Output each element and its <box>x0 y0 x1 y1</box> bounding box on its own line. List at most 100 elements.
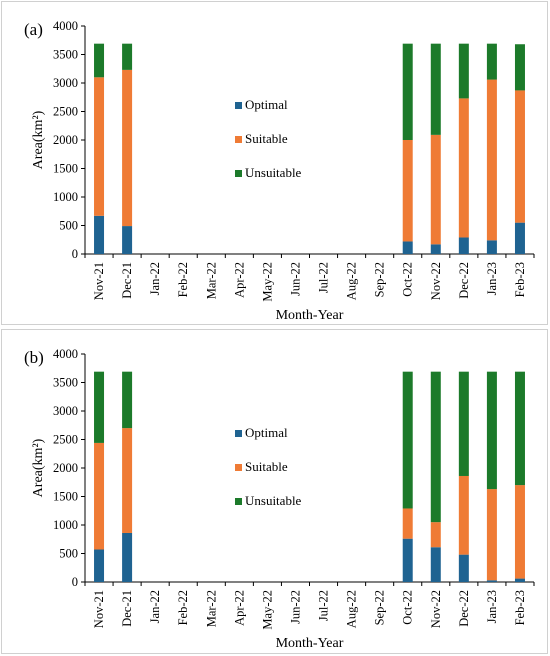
b-x-tick-label: Jan-23 <box>485 590 499 623</box>
a-bar-optimal <box>94 215 105 254</box>
b-bar-optimal <box>402 538 413 582</box>
chart-a: (a) 0 500 1000 1500 2000 2500 3000 3500 4000 Nov-2… <box>24 19 535 323</box>
b-x-tick-label: Nov-21 <box>92 590 106 628</box>
b-y-tick-label: 4000 <box>53 347 78 361</box>
a-bar-unsuitable <box>402 43 413 140</box>
b-x-tick-label: Mar-22 <box>204 590 218 627</box>
a-bar-unsuitable <box>486 43 497 80</box>
b-bar-unsuitable <box>486 371 497 490</box>
a-bar-suitable <box>94 77 105 216</box>
b-bar-unsuitable <box>122 371 133 429</box>
a-y-tick-label: 2500 <box>53 105 78 119</box>
b-x-tick-label: Dec-21 <box>120 590 134 627</box>
a-x-tick-label: Jan-23 <box>485 262 499 295</box>
a-bar-unsuitable <box>458 43 469 99</box>
b-x-tick-label: Apr-22 <box>232 590 246 626</box>
a-bar-optimal <box>402 241 413 254</box>
b-bar-unsuitable <box>514 371 525 486</box>
a-bar-unsuitable <box>122 43 133 70</box>
b-legend-label-unsuitable: Unsuitable <box>245 493 302 508</box>
a-bar-suitable <box>402 140 413 242</box>
a-x-tick-label: Dec-21 <box>120 262 134 299</box>
a-bar-suitable <box>514 90 525 223</box>
a-x-tick-label: Oct-22 <box>401 262 415 297</box>
a-x-tick-label: Sep-22 <box>373 262 387 297</box>
b-bar-suitable <box>94 442 105 550</box>
a-bar-optimal <box>514 222 525 254</box>
b-x-tick-label: Dec-22 <box>457 590 471 627</box>
b-x-tick-label: May-22 <box>260 590 274 630</box>
b-bar-unsuitable <box>430 371 441 523</box>
b-bar-optimal <box>94 549 105 582</box>
b-bar-suitable <box>458 475 469 555</box>
b-x-tick-label: Feb-23 <box>513 590 527 625</box>
b-bar-optimal <box>486 580 497 582</box>
b-bar-suitable <box>430 522 441 548</box>
a-bar-suitable <box>486 79 497 241</box>
a-y-tick-label: 1500 <box>53 162 78 176</box>
b-legend-label-suitable: Suitable <box>245 459 288 474</box>
a-bar-optimal <box>430 244 441 254</box>
a-bar-suitable <box>122 69 133 227</box>
a-bar-unsuitable <box>514 44 525 91</box>
b-y-tick-label: 3500 <box>53 376 78 390</box>
a-x-tick-label: Jul-22 <box>317 262 331 293</box>
a-y-tick-label: 2000 <box>53 133 78 147</box>
b-bar-unsuitable <box>458 371 469 476</box>
a-bar-optimal <box>122 226 133 254</box>
b-x-tick-label: Jan-22 <box>148 590 162 623</box>
b-x-tick-label: Sep-22 <box>373 590 387 625</box>
a-y-tick-label: 4000 <box>53 19 78 33</box>
b-x-axis-title: Month-Year <box>276 636 344 651</box>
a-x-tick-label: May-22 <box>260 262 274 302</box>
b-x-tick-label: Oct-22 <box>401 590 415 625</box>
b-bar-optimal <box>430 547 441 582</box>
b-bar-unsuitable <box>402 371 413 509</box>
a-x-tick-label: Feb-22 <box>176 262 190 297</box>
b-bar-suitable <box>486 489 497 581</box>
a-y-tick-label: 3000 <box>53 76 78 90</box>
b-bar-suitable <box>402 508 413 539</box>
b-bar-unsuitable <box>94 371 105 443</box>
a-bar-optimal <box>458 237 469 254</box>
a-x-tick-label: Mar-22 <box>204 262 218 299</box>
a-y-tick-label: 3500 <box>53 48 78 62</box>
b-y-tick-label: 3000 <box>53 404 78 418</box>
b-bar-suitable <box>514 485 525 579</box>
a-bar-suitable <box>458 98 469 238</box>
a-y-tick-label: 500 <box>59 219 78 233</box>
a-panel-label: (a) <box>24 20 43 39</box>
a-x-tick-label: Aug-22 <box>345 262 359 300</box>
b-x-tick-label: Jun-22 <box>288 590 302 624</box>
a-x-axis-title: Month-Year <box>276 308 344 323</box>
b-x-tick-label: Jul-22 <box>317 590 331 621</box>
chart-b: (b) 0 500 1000 1500 2000 2500 3000 3500 4000 Nov-2… <box>24 347 535 651</box>
a-x-tick-label: Jun-22 <box>288 262 302 296</box>
a-legend-label-unsuitable: Unsuitable <box>245 165 302 180</box>
b-legend-label-optimal: Optimal <box>245 425 288 440</box>
a-x-tick-label: Dec-22 <box>457 262 471 299</box>
b-bar-suitable <box>122 428 133 533</box>
b-bar-optimal <box>514 578 525 582</box>
a-legend-label-suitable: Suitable <box>245 131 288 146</box>
a-legend-label-optimal: Optimal <box>245 97 288 112</box>
b-legend-swatch-optimal <box>235 430 242 437</box>
a-x-tick-label: Apr-22 <box>232 262 246 298</box>
b-y-tick-label: 1500 <box>53 490 78 504</box>
b-bar-optimal <box>458 554 469 582</box>
a-bar-unsuitable <box>94 43 105 78</box>
a-y-tick-label: 1000 <box>53 190 78 204</box>
a-legend-swatch-optimal <box>235 102 242 109</box>
a-legend-swatch-unsuitable <box>235 170 242 177</box>
a-bar-unsuitable <box>430 43 441 135</box>
b-y-tick-label: 1000 <box>53 518 78 532</box>
a-legend-swatch-suitable <box>235 136 242 143</box>
a-y-axis-title: Area(km²) <box>31 110 46 169</box>
b-legend-swatch-unsuitable <box>235 498 242 505</box>
b-y-tick-label: 2000 <box>53 461 78 475</box>
a-y-tick-label: 0 <box>72 247 78 261</box>
b-y-axis-title: Area(km²) <box>31 438 46 497</box>
b-x-tick-label: Feb-22 <box>176 590 190 625</box>
b-y-tick-label: 2500 <box>53 433 78 447</box>
b-x-tick-label: Aug-22 <box>345 590 359 628</box>
